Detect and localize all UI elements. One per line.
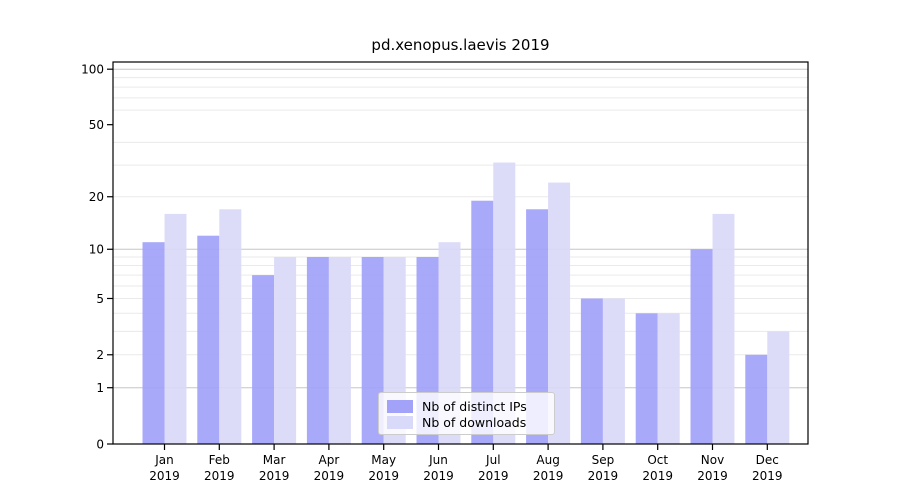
x-tick-label-month-Apr: Apr <box>319 453 340 467</box>
x-tick-label-month-Dec: Dec <box>756 453 779 467</box>
x-tick-label-year-Apr: 2019 <box>314 469 345 483</box>
x-tick-label-month-Nov: Nov <box>701 453 724 467</box>
y-tick-label-100: 100 <box>81 62 104 76</box>
bar-downloads-Nov <box>712 213 735 444</box>
bar-downloads-Oct <box>657 313 680 444</box>
y-tick-label-50: 50 <box>89 118 104 132</box>
legend-item: Nb of distinct IPs <box>387 398 546 414</box>
x-tick-label-month-Jan: Jan <box>154 453 174 467</box>
x-tick-label-month-Mar: Mar <box>263 453 286 467</box>
bar-distinct-ips-Dec <box>745 354 768 444</box>
y-tick-label-10: 10 <box>89 243 104 257</box>
x-tick-label-year-Oct: 2019 <box>642 469 673 483</box>
bar-distinct-ips-Feb <box>197 235 220 444</box>
x-tick-label-month-May: May <box>371 453 396 467</box>
x-tick-label-month-Oct: Oct <box>647 453 668 467</box>
bar-distinct-ips-Aug <box>526 209 549 444</box>
x-tick-label-year-Nov: 2019 <box>697 469 728 483</box>
legend-swatch-distinct-ips <box>387 399 413 413</box>
bar-downloads-Aug <box>548 182 571 445</box>
x-tick-label-year-Jan: 2019 <box>149 469 180 483</box>
x-tick-label-year-Aug: 2019 <box>533 469 564 483</box>
y-tick-label-1: 1 <box>96 381 104 395</box>
x-tick-label-year-Mar: 2019 <box>259 469 290 483</box>
bar-downloads-Apr <box>328 257 351 444</box>
bar-downloads-Dec <box>767 331 790 444</box>
x-tick-label-year-Sep: 2019 <box>588 469 619 483</box>
bar-distinct-ips-Nov <box>690 249 713 444</box>
x-tick-label-year-Feb: 2019 <box>204 469 235 483</box>
bar-distinct-ips-Oct <box>635 313 658 444</box>
legend-swatch-downloads <box>387 415 413 429</box>
x-tick-label-year-Jul: 2019 <box>478 469 509 483</box>
y-tick-label-5: 5 <box>96 292 104 306</box>
x-tick-label-month-Sep: Sep <box>592 453 615 467</box>
y-tick-label-0: 0 <box>96 437 104 451</box>
y-tick-label-20: 20 <box>89 190 104 204</box>
x-tick-label-month-Feb: Feb <box>209 453 230 467</box>
x-tick-label-month-Aug: Aug <box>536 453 559 467</box>
x-tick-label-year-May: 2019 <box>368 469 399 483</box>
bar-downloads-Jul <box>493 162 516 444</box>
bar-distinct-ips-Mar <box>252 275 275 444</box>
bar-downloads-Feb <box>219 209 242 444</box>
x-tick-label-month-Jun: Jun <box>428 453 448 467</box>
legend-label: Nb of distinct IPs <box>422 398 527 414</box>
bar-downloads-Mar <box>274 257 297 444</box>
bar-distinct-ips-Jul <box>471 200 494 444</box>
chart-title: pd.xenopus.laevis 2019 <box>371 36 550 54</box>
bar-distinct-ips-Jan <box>142 242 165 444</box>
legend: Nb of distinct IPs Nb of downloads <box>378 392 555 435</box>
x-tick-label-year-Jun: 2019 <box>423 469 454 483</box>
plot-border <box>112 61 809 445</box>
legend-item: Nb of downloads <box>387 414 546 430</box>
legend-label: Nb of downloads <box>422 414 527 430</box>
y-tick-label-2: 2 <box>96 348 104 362</box>
bar-distinct-ips-Apr <box>306 257 329 444</box>
bar-downloads-Sep <box>602 298 625 444</box>
x-tick-label-month-Jul: Jul <box>485 453 500 467</box>
bar-downloads-Jan <box>164 213 187 444</box>
x-tick-label-year-Dec: 2019 <box>752 469 783 483</box>
bar-distinct-ips-Sep <box>580 298 603 444</box>
